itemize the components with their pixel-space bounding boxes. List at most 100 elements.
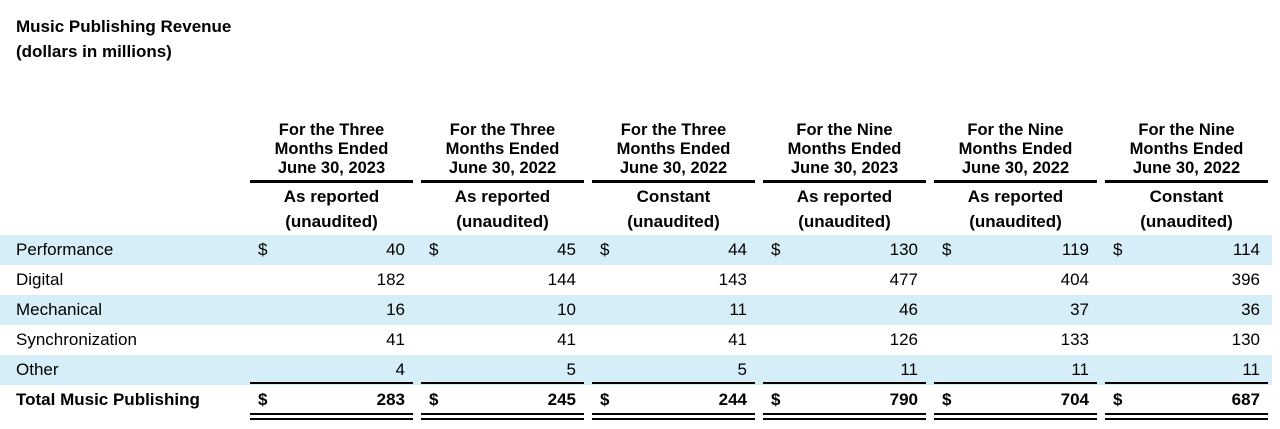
currency-symbol: $ bbox=[600, 390, 610, 409]
period-line: Months Ended bbox=[787, 140, 902, 158]
column-header: For the Nine Months Ended June 30, 2023 As … bbox=[763, 121, 926, 234]
currency-symbol: $ bbox=[942, 390, 952, 409]
cell-value: 130 bbox=[889, 240, 918, 259]
cell-value: 11 bbox=[1242, 360, 1260, 379]
period-line: June 30, 2022 bbox=[1132, 159, 1241, 177]
period-line: For the Three bbox=[620, 121, 727, 139]
basis-line: As reported bbox=[967, 187, 1064, 206]
currency-symbol: $ bbox=[600, 240, 610, 259]
table-row: Other 4 5 5 11 11 11 bbox=[0, 355, 1272, 385]
period-line: June 30, 2022 bbox=[448, 159, 557, 177]
basis-line: As reported bbox=[283, 187, 380, 206]
cell-value: 687 bbox=[1231, 390, 1260, 409]
column-period: For the Three Months Ended June 30, 2022 bbox=[592, 121, 755, 183]
period-line: For the Three bbox=[449, 121, 556, 139]
column-period: For the Nine Months Ended June 30, 2023 bbox=[763, 121, 926, 183]
cell-value: 477 bbox=[889, 270, 918, 289]
cell-value: 41 bbox=[728, 330, 747, 349]
currency-symbol: $ bbox=[771, 240, 781, 259]
table-row: Performance $40 $45 $44 $130 $119 $114 bbox=[0, 235, 1272, 265]
cell-value: 46 bbox=[899, 300, 918, 319]
column-header: For the Three Months Ended June 30, 2022 As… bbox=[421, 121, 584, 234]
period-line: June 30, 2023 bbox=[790, 159, 899, 177]
table-row: Digital 182 144 143 477 404 396 bbox=[0, 265, 1272, 295]
table-row: Synchronization 41 41 41 126 133 130 bbox=[0, 325, 1272, 355]
row-label: Synchronization bbox=[16, 330, 137, 349]
basis-line: As reported bbox=[796, 187, 893, 206]
cell-value: 45 bbox=[557, 240, 576, 259]
cell-value: 11 bbox=[1071, 360, 1089, 379]
period-line: June 30, 2022 bbox=[619, 159, 728, 177]
column-basis: Constant (unaudited) bbox=[592, 184, 755, 234]
cell-value: 36 bbox=[1241, 300, 1260, 319]
basis-line: Constant bbox=[1149, 187, 1224, 206]
total-top-rule bbox=[934, 382, 1097, 384]
total-top-rule bbox=[592, 382, 755, 384]
basis-line: Constant bbox=[636, 187, 711, 206]
row-label: Mechanical bbox=[16, 300, 102, 319]
cell-value: 245 bbox=[547, 390, 576, 409]
period-line: Months Ended bbox=[274, 140, 389, 158]
period-line: Months Ended bbox=[445, 140, 560, 158]
currency-symbol: $ bbox=[1113, 240, 1123, 259]
cell-value: 4 bbox=[395, 360, 405, 379]
period-line: Months Ended bbox=[958, 140, 1073, 158]
cell-value: 130 bbox=[1231, 330, 1260, 349]
basis-line: (unaudited) bbox=[285, 212, 378, 231]
currency-symbol: $ bbox=[429, 390, 439, 409]
total-double-underline bbox=[934, 418, 1097, 420]
cell-value: 133 bbox=[1060, 330, 1089, 349]
column-basis: As reported (unaudited) bbox=[934, 184, 1097, 234]
column-period: For the Three Months Ended June 30, 2022 bbox=[421, 121, 584, 183]
cell-value: 704 bbox=[1060, 390, 1089, 409]
total-double-underline bbox=[421, 413, 584, 415]
period-line: For the Nine bbox=[1138, 121, 1235, 139]
currency-symbol: $ bbox=[429, 240, 439, 259]
row-label: Other bbox=[16, 360, 59, 379]
currency-symbol: $ bbox=[1113, 390, 1123, 409]
cell-value: 396 bbox=[1231, 270, 1260, 289]
total-top-rule bbox=[421, 382, 584, 384]
column-header: For the Three Months Ended June 30, 2022 Co… bbox=[592, 121, 755, 234]
period-line: June 30, 2022 bbox=[961, 159, 1070, 177]
total-top-rule bbox=[250, 382, 413, 384]
period-line: June 30, 2023 bbox=[277, 159, 386, 177]
cell-value: 44 bbox=[728, 240, 747, 259]
cell-value: 37 bbox=[1070, 300, 1089, 319]
basis-line: (unaudited) bbox=[627, 212, 720, 231]
column-header: For the Nine Months Ended June 30, 2022 As … bbox=[934, 121, 1097, 234]
period-line: Months Ended bbox=[1129, 140, 1244, 158]
cell-value: 143 bbox=[718, 270, 747, 289]
column-basis: As reported (unaudited) bbox=[421, 184, 584, 234]
total-double-underline bbox=[421, 418, 584, 420]
period-line: Months Ended bbox=[616, 140, 731, 158]
column-basis: Constant (unaudited) bbox=[1105, 184, 1268, 234]
currency-symbol: $ bbox=[258, 390, 268, 409]
table-title: Music Publishing Revenue (dollars in mil… bbox=[16, 14, 231, 64]
total-double-underline bbox=[250, 418, 413, 420]
row-label: Performance bbox=[16, 240, 114, 259]
column-header: For the Three Months Ended June 30, 2023 As… bbox=[250, 121, 413, 234]
cell-value: 119 bbox=[1061, 240, 1089, 259]
period-line: For the Three bbox=[278, 121, 385, 139]
cell-value: 5 bbox=[566, 360, 576, 379]
total-top-rule bbox=[763, 382, 926, 384]
period-line: For the Nine bbox=[796, 121, 893, 139]
total-double-underline bbox=[592, 418, 755, 420]
column-period: For the Nine Months Ended June 30, 2022 bbox=[934, 121, 1097, 183]
cell-value: 5 bbox=[737, 360, 747, 379]
total-double-underline bbox=[934, 413, 1097, 415]
total-double-underline bbox=[592, 413, 755, 415]
title-subtitle: (dollars in millions) bbox=[16, 42, 172, 61]
cell-value: 144 bbox=[547, 270, 576, 289]
currency-symbol: $ bbox=[942, 240, 952, 259]
total-double-underline bbox=[763, 418, 926, 420]
cell-value: 11 bbox=[729, 300, 747, 319]
cell-value: 16 bbox=[386, 300, 405, 319]
cell-value: 283 bbox=[376, 390, 405, 409]
cell-value: 126 bbox=[889, 330, 918, 349]
table-row: Mechanical 16 10 11 46 37 36 bbox=[0, 295, 1272, 325]
basis-line: (unaudited) bbox=[969, 212, 1062, 231]
column-basis: As reported (unaudited) bbox=[763, 184, 926, 234]
cell-value: 11 bbox=[900, 360, 918, 379]
